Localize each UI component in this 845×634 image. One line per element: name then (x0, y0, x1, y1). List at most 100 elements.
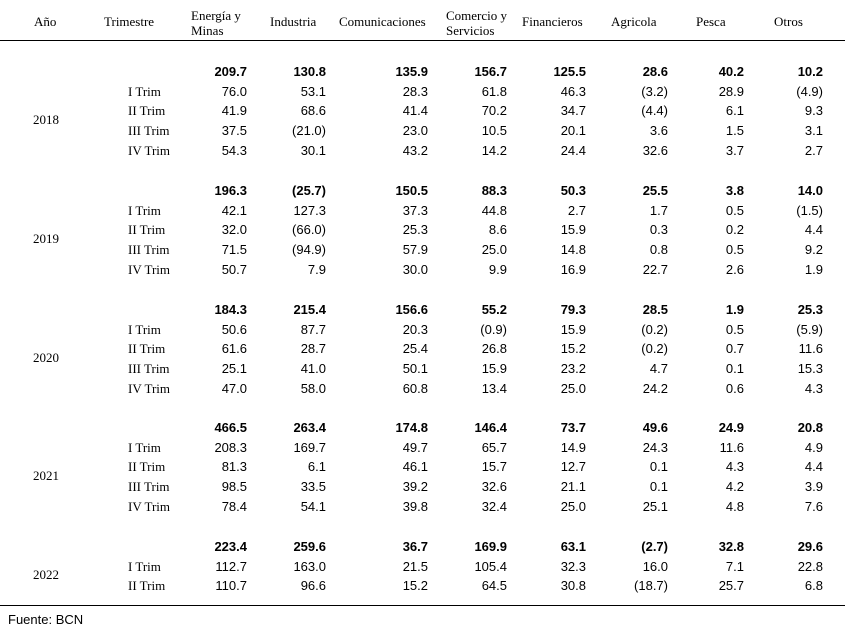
total-cell: 50.3 (560, 183, 586, 198)
total-cell: 3.8 (725, 183, 744, 198)
total-cell: 125.5 (553, 64, 586, 79)
value-cell: 21.1 (560, 479, 586, 495)
header-agricola: Agricola (611, 14, 657, 29)
value-cell: 41.4 (402, 103, 428, 119)
value-cell: 4.9 (804, 439, 823, 455)
total-cell: 130.8 (293, 64, 326, 79)
quarter-label: IV Trim (128, 142, 171, 158)
value-cell: 81.3 (221, 459, 247, 475)
quarter-row: I Trim 76.0 53.1 28.3 61.8 46.3 (3.2) 28.9 (4.9) (0, 82, 845, 101)
value-cell: 43.2 (402, 142, 428, 158)
value-cell: 2.6 (725, 261, 744, 277)
quarter-label: II Trim (128, 222, 166, 238)
value-cell: 4.3 (804, 380, 823, 396)
quarter-row: I Trim 50.6 87.7 20.3 (0.9) 15.9 (0.2) 0.5 (5.9) (0, 320, 845, 339)
value-cell: 46.1 (402, 459, 428, 475)
value-cell: 32.4 (481, 498, 507, 514)
value-cell: 53.1 (300, 83, 326, 99)
value-cell: 96.6 (300, 578, 326, 594)
quarter-row: II Trim 81.3 6.1 46.1 15.7 12.7 0.1 4.3 4.4 (0, 457, 845, 476)
quarter-row: III Trim 98.5 33.5 39.2 32.6 21.1 0.1 4.2 3.9 (0, 477, 845, 496)
quarter-row: II Trim 32.0 (66.0) 25.3 8.6 15.9 0.3 0.2 4.4 (0, 220, 845, 239)
quarter-row: IV Trim 78.4 54.1 39.8 32.4 25.0 25.1 4.8 7.6 (0, 497, 845, 516)
value-cell: 22.7 (642, 261, 668, 277)
value-cell: 54.3 (221, 142, 247, 158)
value-cell: 71.5 (221, 242, 247, 258)
value-cell: 4.7 (649, 361, 668, 377)
quarter-row: IV Trim 54.3 30.1 43.2 14.2 24.4 32.6 3.7 2.7 (0, 141, 845, 160)
value-cell: 30.0 (402, 261, 428, 277)
value-cell: 15.3 (797, 361, 823, 377)
total-cell: 135.9 (395, 64, 428, 79)
quarter-label: I Trim (128, 321, 161, 337)
value-cell: 16.9 (560, 261, 586, 277)
value-cell: 49.7 (402, 439, 428, 455)
value-cell: 0.6 (725, 380, 744, 396)
value-cell: 46.3 (560, 83, 586, 99)
quarter-row: I Trim 208.3 169.7 49.7 65.7 14.9 24.3 11.6 4.9 (0, 438, 845, 457)
value-cell: (18.7) (634, 578, 668, 594)
value-cell: 4.4 (804, 222, 823, 238)
total-cell: 209.7 (214, 64, 247, 79)
header-otros: Otros (774, 14, 803, 29)
value-cell: 23.2 (560, 361, 586, 377)
value-cell: 61.6 (221, 341, 247, 357)
value-cell: 15.7 (481, 459, 507, 475)
value-cell: 32.3 (560, 558, 586, 574)
value-cell: 11.6 (798, 341, 823, 357)
value-cell: 54.1 (300, 498, 326, 514)
value-cell: 68.6 (300, 103, 326, 119)
quarter-label: II Trim (128, 459, 166, 475)
value-cell: 24.4 (560, 142, 586, 158)
value-cell: 3.6 (649, 123, 668, 139)
value-cell: 0.5 (725, 321, 744, 337)
quarter-row: II Trim 61.6 28.7 25.4 26.8 15.2 (0.2) 0.7 11.6 (0, 339, 845, 358)
value-cell: 6.1 (725, 103, 744, 119)
total-cell: 14.0 (797, 183, 823, 198)
value-cell: (4.9) (796, 83, 823, 99)
year-label: 2022 (33, 567, 59, 583)
year-label: 2021 (33, 468, 59, 484)
value-cell: 9.9 (488, 261, 507, 277)
quarter-row: I Trim 112.7 163.0 21.5 105.4 32.3 16.0 7.1 22.8 (0, 557, 845, 576)
value-cell: 0.5 (725, 242, 744, 258)
value-cell: (94.9) (292, 242, 326, 258)
value-cell: 28.7 (300, 341, 326, 357)
value-cell: (0.2) (641, 341, 668, 357)
value-cell: 23.0 (402, 123, 428, 139)
value-cell: 20.3 (402, 321, 428, 337)
total-cell: 184.3 (214, 302, 247, 317)
total-row: 223.4 259.6 36.7 169.9 63.1 (2.7) 32.8 29.6 (0, 537, 845, 556)
total-cell: 28.6 (642, 64, 668, 79)
value-cell: 25.7 (718, 578, 744, 594)
quarter-row: III Trim 71.5 (94.9) 57.9 25.0 14.8 0.8 0.5 9.2 (0, 240, 845, 259)
quarter-row: I Trim 42.1 127.3 37.3 44.8 2.7 1.7 0.5 (1.5) (0, 201, 845, 220)
total-cell: 25.3 (797, 302, 823, 317)
value-cell: 0.2 (725, 222, 744, 238)
quarter-label: III Trim (128, 242, 170, 258)
value-cell: 6.1 (307, 459, 326, 475)
value-cell: (5.9) (796, 321, 823, 337)
value-cell: 64.5 (481, 578, 507, 594)
value-cell: 8.6 (488, 222, 507, 238)
quarter-label: I Trim (128, 202, 161, 218)
header-rule (0, 40, 845, 41)
value-cell: 44.8 (481, 202, 507, 218)
value-cell: 7.9 (307, 261, 326, 277)
value-cell: 0.7 (725, 341, 744, 357)
quarter-row: IV Trim 47.0 58.0 60.8 13.4 25.0 24.2 0.6 4.3 (0, 379, 845, 398)
header-industria: Industria (270, 14, 317, 29)
value-cell: 65.7 (481, 439, 507, 455)
value-cell: 25.3 (402, 222, 428, 238)
header-financieros: Financieros (522, 14, 583, 29)
value-cell: (66.0) (292, 222, 326, 238)
value-cell: 60.8 (402, 380, 428, 396)
total-cell: 24.9 (718, 420, 744, 435)
value-cell: 9.3 (804, 103, 823, 119)
value-cell: 105.4 (474, 558, 507, 574)
value-cell: 28.9 (718, 83, 744, 99)
quarter-label: IV Trim (128, 261, 171, 277)
quarter-row: IV Trim 50.7 7.9 30.0 9.9 16.9 22.7 2.6 1.9 (0, 260, 845, 279)
total-cell: 10.2 (797, 64, 823, 79)
value-cell: 0.1 (649, 459, 668, 475)
